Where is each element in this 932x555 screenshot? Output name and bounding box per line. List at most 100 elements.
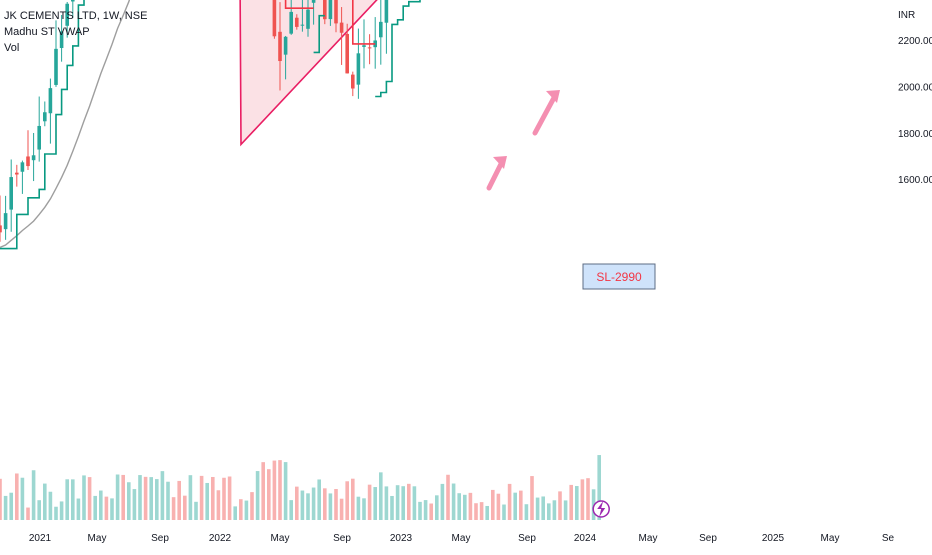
volume-bar — [306, 493, 310, 520]
volume-bar — [384, 486, 389, 520]
legend: JK CEMENTS LTD, 1W, NSE Madhu ST VWAP Vo… — [4, 8, 147, 56]
y-tick-label: 2000.00 — [898, 83, 932, 94]
candle-body — [278, 31, 282, 62]
volume-bar — [121, 474, 125, 520]
y-tick-label: 2400.00 — [898, 0, 932, 1]
volume-bar — [267, 469, 271, 520]
symbol-title[interactable]: JK CEMENTS LTD, 1W, NSE — [4, 10, 148, 22]
volume-bar — [283, 462, 288, 520]
volume-bar — [407, 483, 411, 520]
volume-bar — [31, 470, 36, 520]
x-tick-label: Sep — [333, 533, 351, 544]
candle-body — [43, 112, 47, 122]
volume-bar — [457, 493, 461, 520]
volume-bar — [373, 487, 377, 520]
volume-bar — [362, 498, 366, 520]
volume-bar — [255, 471, 260, 520]
volume-bar — [278, 460, 282, 520]
arrow-upper-shaft[interactable] — [532, 91, 559, 136]
volume-bar — [71, 479, 75, 520]
volume-bar — [367, 484, 372, 520]
volume-bar — [289, 500, 293, 520]
candle-body — [379, 21, 383, 38]
candle-body — [9, 177, 13, 210]
supertrend-segment — [284, 0, 314, 9]
candle-body — [26, 156, 30, 167]
volume-bar — [558, 491, 562, 520]
candle-body — [20, 162, 25, 172]
volume-bar — [339, 498, 344, 520]
x-tick-label: 2021 — [29, 533, 52, 544]
arrows[interactable] — [486, 90, 560, 191]
volume-bar — [569, 484, 573, 520]
volume-bar — [15, 473, 19, 520]
vwap-line — [0, 0, 131, 249]
volume-bar — [334, 489, 338, 520]
x-tick-label: May — [88, 533, 107, 544]
volume-bar — [446, 474, 450, 520]
volume-bar — [401, 486, 405, 520]
x-tick-label: Sep — [518, 533, 536, 544]
candle-body — [351, 74, 355, 89]
volume-bar — [155, 479, 159, 520]
supertrend-line — [0, 0, 421, 250]
volume-bar — [54, 506, 58, 520]
triangle-pattern[interactable] — [239, 0, 563, 147]
sl-box[interactable] — [582, 263, 656, 290]
candle-body — [345, 33, 349, 74]
volume-bar — [345, 481, 349, 520]
x-tick-label: Sep — [699, 533, 717, 544]
volume-bar — [552, 500, 557, 520]
volume-bar — [451, 483, 456, 520]
indicator-vol-label[interactable]: Vol — [4, 42, 20, 54]
candle-body — [71, 0, 75, 2]
candle-body — [272, 0, 277, 37]
y-tick-label: 2200.00 — [898, 36, 932, 47]
x-tick-label: May — [639, 533, 658, 544]
volume-bar — [547, 503, 551, 520]
volume-bar — [474, 503, 478, 520]
candle-body — [295, 17, 299, 27]
candle-body — [356, 53, 361, 85]
candle-body — [289, 11, 293, 34]
candle-body — [31, 155, 36, 161]
stop-loss-box[interactable]: SL-2990 — [582, 263, 656, 290]
currency-label: INR — [898, 10, 915, 21]
sl-label: SL-2990 — [596, 270, 642, 284]
candle-body — [323, 0, 327, 20]
volume-bar — [468, 492, 473, 520]
candle-body — [328, 0, 333, 20]
volume-bar — [99, 490, 103, 520]
volume-bar — [43, 483, 47, 520]
volume-bar — [0, 478, 2, 520]
volume-bar — [227, 476, 232, 520]
x-tick-label: May — [452, 533, 471, 544]
volume-bar — [87, 477, 92, 520]
candle-body — [367, 47, 372, 49]
price-axis[interactable]: INR4200.004000.003400.003200.002800.0026… — [892, 0, 932, 186]
arrow-lower-head[interactable] — [493, 156, 507, 169]
volume-bar — [37, 500, 41, 520]
volume-bar — [272, 460, 277, 520]
volume-bar — [59, 501, 64, 520]
volume-bar — [485, 505, 489, 520]
candle-body — [339, 22, 344, 33]
supertrend-segment — [313, 14, 325, 54]
indicator-vwap-label[interactable]: Madhu ST VWAP — [4, 26, 90, 38]
volume-bar — [239, 499, 243, 520]
time-axis[interactable]: 2021 May Sep 2022 May Sep 2023 May Sep 2024 May Sep… — [29, 500, 895, 544]
candle-body — [334, 0, 338, 24]
arrow-upper-head[interactable] — [546, 90, 560, 103]
candle-body — [54, 48, 58, 85]
volume-bar — [507, 483, 512, 520]
volume-bar — [591, 489, 596, 520]
volume-bar — [76, 498, 81, 520]
volume-bar — [390, 495, 394, 520]
x-tick-label: May — [271, 533, 290, 544]
y-tick-label: 1800.00 — [898, 129, 932, 140]
volume-bar — [143, 476, 148, 520]
volume-bar — [356, 496, 361, 520]
ascending-triangle[interactable] — [239, 0, 563, 147]
